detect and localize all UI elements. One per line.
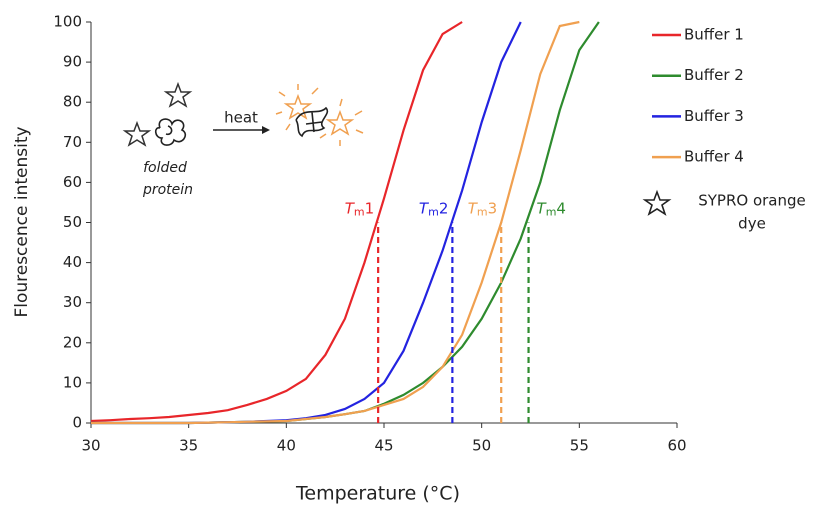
series-line <box>91 21 522 425</box>
series-line <box>91 20 580 425</box>
tm-index: 3 <box>488 199 498 217</box>
x-tick-label: 40 <box>277 437 296 455</box>
legend-label: Buffer 1 <box>684 26 744 44</box>
y-tick-label: 30 <box>63 293 82 311</box>
unfolded-icon <box>275 84 364 146</box>
tm-index: 1 <box>365 199 375 217</box>
tm-symbol: T <box>345 199 356 217</box>
y-tick-label: 50 <box>63 213 82 231</box>
tm-symbol: T <box>468 199 479 217</box>
y-tick-label: 90 <box>63 53 82 71</box>
arrow-label: heat <box>224 109 258 127</box>
tm-subscript: m <box>477 206 488 219</box>
tm-label: Tm4 <box>537 199 566 219</box>
y-tick-label: 100 <box>53 13 82 31</box>
tm-subscript: m <box>428 206 439 219</box>
y-tick-label: 0 <box>72 414 82 432</box>
dye-legend-label: SYPRO orange <box>698 192 806 210</box>
arrow-head <box>262 126 270 134</box>
y-tick-label: 70 <box>63 133 82 151</box>
y-tick-label: 40 <box>63 253 82 271</box>
legend-label: Buffer 3 <box>684 107 744 125</box>
tm-subscript: m <box>546 206 557 219</box>
y-axis-label: Flourescence intensity <box>12 126 32 317</box>
x-axis-label: Temperature (°C) <box>295 483 460 505</box>
tm-label: Tm3 <box>468 199 497 219</box>
x-tick-label: 50 <box>472 437 491 455</box>
unfolded-protein <box>295 106 329 138</box>
dye-legend-label: dye <box>738 215 766 233</box>
y-tick-label: 20 <box>63 333 82 351</box>
legend-label: Buffer 4 <box>684 148 744 166</box>
x-tick-label: 60 <box>667 437 686 455</box>
tm-symbol: T <box>537 199 548 217</box>
y-tick-label: 60 <box>63 173 82 191</box>
caption: protein <box>142 182 193 198</box>
protein-icon <box>154 118 187 146</box>
star-icon <box>122 120 152 147</box>
tm-subscript: m <box>354 206 365 219</box>
illustration: folded protein heat <box>122 81 364 198</box>
tm-symbol: T <box>419 199 430 217</box>
star-icon <box>163 81 193 108</box>
series-line <box>91 21 600 425</box>
tm-label: Tm2 <box>419 199 448 219</box>
y-tick-label: 10 <box>63 373 82 391</box>
x-tick-label: 55 <box>570 437 589 455</box>
x-tick-label: 35 <box>179 437 198 455</box>
tm-index: 2 <box>439 199 449 217</box>
x-tick-label: 30 <box>81 437 100 455</box>
caption: folded <box>143 160 187 176</box>
legend-label: Buffer 2 <box>684 66 744 84</box>
x-tick-label: 45 <box>374 437 393 455</box>
tm-index: 4 <box>556 199 566 217</box>
tm-label: Tm1 <box>345 199 374 219</box>
series-line <box>90 21 463 423</box>
dye-legend-icon <box>642 189 672 216</box>
y-tick-label: 80 <box>63 93 82 111</box>
